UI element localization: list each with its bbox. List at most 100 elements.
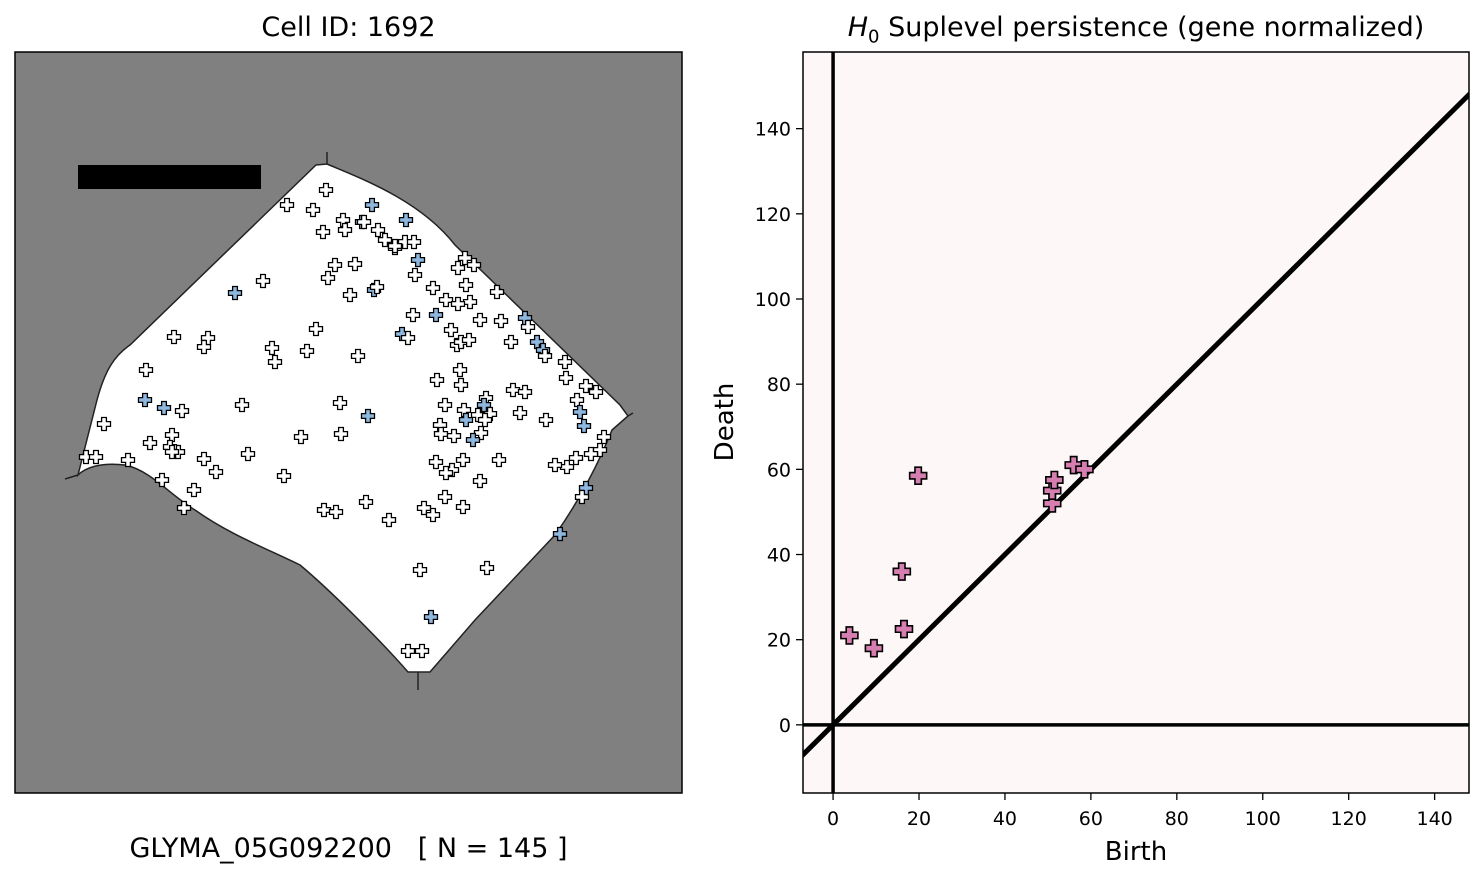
transcript-marker [308,321,324,337]
persistence-point [1064,455,1083,475]
transcript-marker [558,370,574,386]
y-tick-label: 100 [755,289,791,311]
persistence-point [1042,494,1062,513]
transcript-marker [318,182,334,198]
transcript-marker [450,296,466,312]
transcript-marker [428,307,444,323]
x-tick-label: 40 [993,808,1017,830]
transcript-marker [276,468,292,484]
transcript-marker [453,377,469,393]
transcript-marker [538,412,554,428]
transcript-marker [461,332,477,348]
transcript-marker [142,435,158,451]
transcript-marker [407,267,423,283]
transcript-marker [347,256,363,272]
transcript-marker [433,426,449,442]
x-tick-label: 60 [1079,808,1103,830]
transcript-marker [437,397,453,413]
transcript-marker [138,362,154,378]
persistence-diagram: 0 20 40 60 80 100 120 140 0 20 40 60 80 100 120 140 Bi… [710,51,1470,867]
transcript-marker [458,412,474,428]
transcript-marker [472,312,488,328]
transcript-marker [364,197,380,213]
transcript-marker [337,222,353,238]
transcript-marker [176,500,192,516]
transcript-marker [196,451,212,467]
x-tick-label: 80 [1165,808,1189,830]
transcript-marker [328,504,344,520]
transcript-marker [438,465,454,481]
transcript-marker [196,339,212,355]
x-tick-label: 120 [1331,808,1367,830]
transcript-marker [327,257,343,273]
transcript-marker [174,403,190,419]
transcript-marker [305,202,321,218]
title-subscript: 0 [868,26,880,48]
transcript-marker [360,408,376,424]
transcript-marker [429,372,445,388]
transcript-marker [423,609,439,625]
transcript-marker [425,280,441,296]
transcript-marker [333,426,349,442]
transcript-marker [377,232,393,248]
transcript-marker [156,400,172,416]
transcript-marker [588,384,604,400]
transcript-marker [576,418,592,434]
transcript-marker [315,224,331,240]
transcript-marker [405,307,421,323]
transcript-marker [208,464,224,480]
transcript-marker [369,279,385,295]
cell-spike-left [64,474,79,480]
transcript-marker [437,489,453,505]
y-tick-label: 0 [779,715,791,737]
plot-points [840,455,1094,658]
y-tick-label: 140 [755,119,791,141]
y-tick-label: 80 [767,374,791,396]
transcript-marker [398,212,414,228]
transcript-marker [166,329,182,345]
transcript-marker [438,292,454,308]
persistence-point [1075,460,1094,479]
transcript-marker [267,354,283,370]
transcript-marker [552,526,568,542]
transcript-marker [332,395,348,411]
transcript-marker [293,429,309,445]
transcript-marker [387,238,403,254]
persistence-point [1045,470,1064,490]
transcript-marker [400,330,416,346]
transcript-marker [350,348,366,364]
transcript-marker [455,452,471,468]
transcript-marker [465,432,481,448]
transcript-marker [358,494,374,510]
transcript-marker [557,354,573,370]
x-tick-label: 140 [1416,808,1452,830]
transcript-marker [505,382,521,398]
y-axis-ticks: 0 20 40 60 80 100 120 140 [755,119,803,737]
transcript-marker [462,294,478,310]
persistence-point [864,638,884,658]
transcript-marker [137,392,153,408]
cell-title: Cell ID: 1692 [261,12,436,43]
x-axis-ticks: 0 20 40 60 80 100 120 140 [827,793,1453,830]
transcript-marker [472,473,488,489]
persistence-point [894,619,914,639]
cell-image-panel [14,51,683,794]
transcript-marker [88,449,104,465]
transcript-marker [227,285,243,301]
transcript-marker [234,397,250,413]
transcript-marker [299,343,315,359]
diagonal-line [803,91,1469,759]
transcript-marker [164,427,180,443]
transcript-marker [568,450,584,466]
transcript-marker [466,257,482,273]
transcript-marker [477,412,493,428]
y-tick-label: 20 [767,630,791,652]
y-tick-label: 60 [767,459,791,481]
transcript-marker [493,313,509,329]
transcript-marker [479,560,495,576]
transcript-marker [452,362,468,378]
transcript-marker [450,260,466,276]
transcript-marker [482,406,498,422]
transcript-marker [186,482,202,498]
